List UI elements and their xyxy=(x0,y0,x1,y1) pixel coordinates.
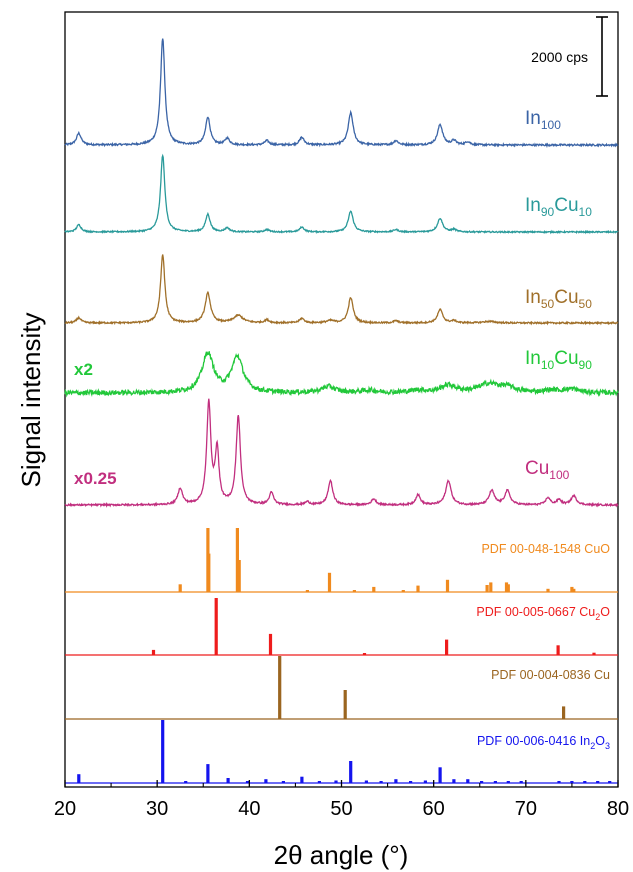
x-tick-label-2: 40 xyxy=(238,798,260,820)
series-in10cu90: In10Cu90 x2 xyxy=(64,348,619,398)
reference-line-cuo-17 xyxy=(570,586,574,592)
reference-line-cuo-18 xyxy=(572,588,576,592)
series-in50cu50: In50Cu50 xyxy=(64,254,619,326)
reference-line-cuo-0 xyxy=(178,584,182,592)
series-label-in50cu50: In50Cu50 xyxy=(525,287,592,311)
y-axis-title: Signal intensity xyxy=(16,313,46,488)
reference-label-cu2o: PDF 00-005-0667 Cu2O xyxy=(476,605,610,622)
reference-line-in2o3-2 xyxy=(184,781,188,783)
series-cu100: Cu100 x0.25 xyxy=(64,398,619,508)
reference-line-cuo-15 xyxy=(506,584,510,592)
reference-label-cuo: PDF 00-048-1548 CuO xyxy=(481,542,610,556)
series-line-in10cu90 xyxy=(64,351,619,398)
reference-line-in2o3-16 xyxy=(423,780,427,783)
reference-line-in2o3-21 xyxy=(493,781,497,783)
reference-label-in2o3: PDF 00-006-0416 In2O3 xyxy=(477,734,610,751)
reference-line-in2o3-25 xyxy=(570,781,574,783)
reference-line-cuo-7 xyxy=(352,590,356,592)
reference-line-cuo-9 xyxy=(401,590,405,592)
reference-line-in2o3-15 xyxy=(409,781,413,783)
reference-line-cu2o-3 xyxy=(362,653,367,655)
series-line-in90cu10 xyxy=(64,153,619,235)
reference-line-in2o3-26 xyxy=(583,781,587,783)
reference-line-in2o3-23 xyxy=(519,781,523,783)
x-axis-ticks: 20 30 40 50 60 70 80 xyxy=(54,780,629,820)
x-tick-label-5: 70 xyxy=(515,798,537,820)
series-line-in100 xyxy=(64,38,619,149)
reference-line-cu2o-0 xyxy=(151,649,156,655)
series-line-cu100 xyxy=(64,398,619,508)
reference-line-cuo-4 xyxy=(237,560,241,592)
series-in90cu10: In90Cu10 xyxy=(64,153,619,235)
reference-line-in2o3-3 xyxy=(206,764,210,783)
reference-line-in2o3-17 xyxy=(438,767,442,784)
reference-line-in2o3-14 xyxy=(394,779,398,783)
reference-line-in2o3-12 xyxy=(364,780,368,783)
reference-line-in2o3-4 xyxy=(226,778,230,783)
reference-line-in2o3-28 xyxy=(608,781,612,783)
reference-line-in2o3-6 xyxy=(264,779,268,783)
reference-line-in2o3-11 xyxy=(349,761,353,783)
reference-cuo: PDF 00-048-1548 CuO xyxy=(65,528,618,593)
reference-line-cu2o-5 xyxy=(556,645,560,655)
reference-line-in2o3-18 xyxy=(452,779,456,783)
x-tick-label-6: 80 xyxy=(607,798,629,820)
reference-line-in2o3-9 xyxy=(317,781,321,783)
reference-line-cuo-10 xyxy=(416,585,420,592)
scale-bar-label: 2000 cps xyxy=(531,49,588,65)
series-label-in10cu90: In10Cu90 xyxy=(525,348,592,372)
reference-line-cuo-5 xyxy=(305,590,309,592)
reference-line-in2o3-10 xyxy=(334,780,338,783)
reference-line-cu-2 xyxy=(562,706,566,719)
reference-line-cuo-13 xyxy=(489,582,493,592)
reference-line-in2o3-0 xyxy=(77,774,81,783)
reference-line-cuo-14 xyxy=(504,582,509,592)
reference-line-in2o3-19 xyxy=(466,779,470,783)
reference-line-cu2o-4 xyxy=(445,639,449,655)
multiplier-label-in10cu90: x2 xyxy=(74,360,93,379)
reference-line-in2o3-8 xyxy=(300,776,304,783)
reference-cu: PDF 00-004-0836 Cu xyxy=(65,656,618,720)
series-layer: In100 In90Cu10 In50Cu50 In10Cu90 x2 Cu100 x0.2… xyxy=(64,38,619,508)
reference-line-in2o3-7 xyxy=(281,781,285,783)
reference-line-cuo-6 xyxy=(327,572,332,592)
reference-line-cuo-11 xyxy=(445,579,450,592)
reference-line-in2o3-1 xyxy=(161,720,165,783)
reference-cu2o: PDF 00-005-0667 Cu2O xyxy=(65,598,618,656)
x-tick-label-0: 20 xyxy=(54,798,76,820)
reference-line-cuo-8 xyxy=(372,586,376,592)
x-tick-label-1: 30 xyxy=(146,798,168,820)
scale-bar: 2000 cps xyxy=(531,16,608,97)
reference-line-cu-0 xyxy=(278,656,282,719)
reference-line-in2o3-22 xyxy=(506,781,510,783)
reference-line-in2o3-24 xyxy=(557,781,561,783)
series-label-cu100: Cu100 xyxy=(525,458,570,482)
reference-line-in2o3-5 xyxy=(245,781,250,783)
x-tick-label-3: 50 xyxy=(330,798,352,820)
reference-line-cuo-16 xyxy=(546,588,550,592)
x-axis-title: 2θ angle (°) xyxy=(274,840,409,870)
reference-line-cuo-2 xyxy=(207,553,211,592)
reference-line-in2o3-20 xyxy=(480,781,484,783)
reference-line-cu-1 xyxy=(343,690,347,719)
reference-line-cuo-3 xyxy=(235,528,239,592)
reference-label-cu: PDF 00-004-0836 Cu xyxy=(491,668,610,682)
reference-line-cu2o-1 xyxy=(214,598,218,655)
reference-line-cu2o-6 xyxy=(592,652,596,655)
series-in100: In100 xyxy=(64,38,619,149)
reference-line-in2o3-27 xyxy=(596,781,600,783)
reference-line-cu2o-2 xyxy=(268,633,273,655)
reference-line-in2o3-13 xyxy=(379,781,383,783)
series-label-in100: In100 xyxy=(525,108,561,132)
reference-layer: PDF 00-048-1548 CuO PDF 00-005-0667 Cu2O P… xyxy=(65,528,618,784)
x-tick-label-4: 60 xyxy=(423,798,445,820)
series-label-in90cu10: In90Cu10 xyxy=(525,195,592,219)
series-line-in50cu50 xyxy=(64,254,619,326)
reference-in2o3: PDF 00-006-0416 In2O3 xyxy=(65,720,618,784)
reference-line-cuo-12 xyxy=(485,585,489,592)
multiplier-label-cu100: x0.25 xyxy=(74,469,117,488)
